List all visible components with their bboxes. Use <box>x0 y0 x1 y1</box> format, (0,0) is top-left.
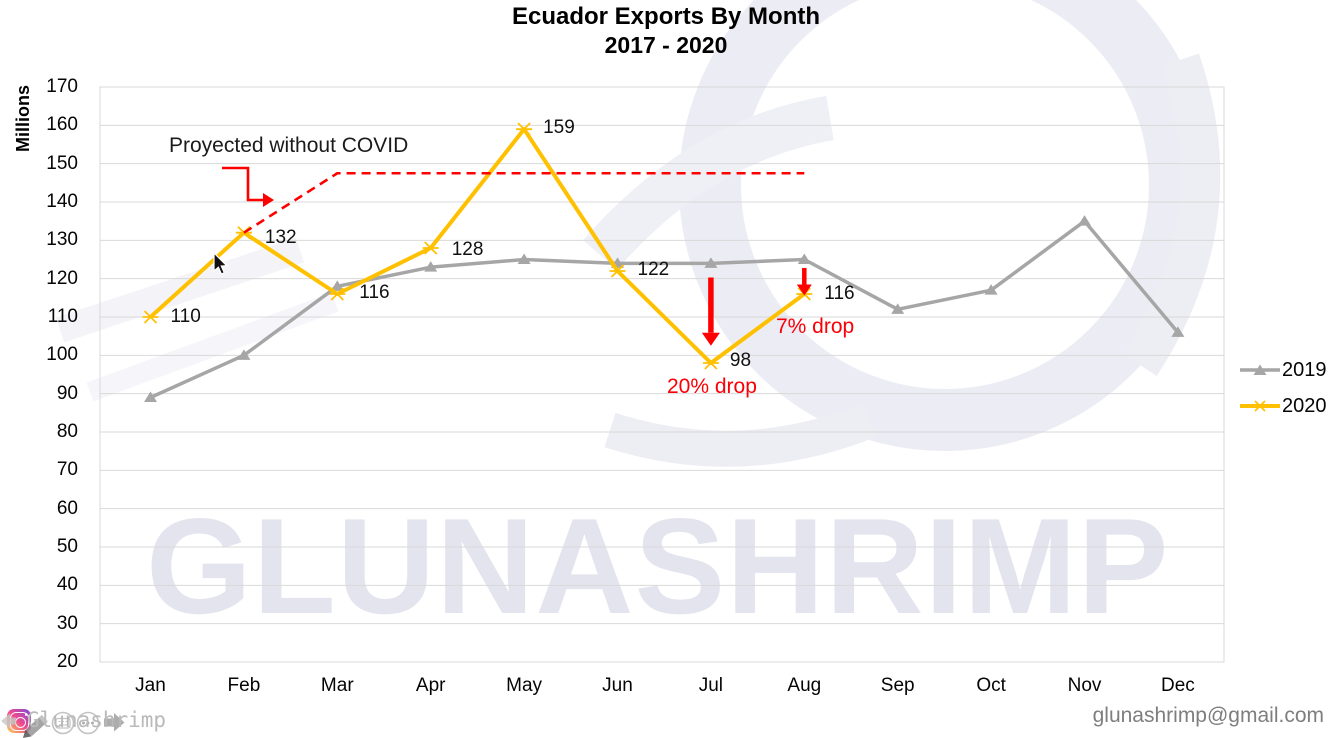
chart-title-line2: 2017 - 2020 <box>604 32 728 58</box>
series-line-2019 <box>149 219 1180 400</box>
mouse-cursor <box>213 252 229 275</box>
marker-triangle <box>1171 326 1185 337</box>
legend-label-2019: 2019 <box>1282 358 1327 381</box>
legend-item-2020: 2020 <box>1240 394 1327 418</box>
chart-title: Ecuador Exports By Month 2017 - 2020 <box>0 2 1332 59</box>
series-line-2020 <box>149 127 806 365</box>
legend-label-2020: 2020 <box>1282 394 1327 417</box>
watermark-text: GLUNASHRIMP <box>146 490 1170 642</box>
contact-email-text: glunashrimp@gmail.com <box>1092 704 1324 727</box>
marker-triangle <box>144 391 157 402</box>
series-line-Projected without COVID <box>243 171 805 234</box>
marker-triangle <box>237 349 251 360</box>
instagram-icon-dot <box>24 713 27 716</box>
projection-annotation-label: Proyected without COVID <box>169 134 409 157</box>
y-axis-title: Millions <box>13 85 33 152</box>
legend: 2019 2020 <box>1240 358 1327 430</box>
previous-slide-button[interactable] <box>1 713 16 729</box>
marker-x <box>516 122 533 136</box>
marker-triangle <box>424 261 438 272</box>
elbow-arrow-line <box>222 166 263 202</box>
marker-triangle <box>1078 215 1091 226</box>
brand-name-text: Glunashrimp <box>27 708 167 732</box>
marker-x <box>329 287 346 301</box>
marker-triangle <box>704 257 718 268</box>
drop-arrow-head <box>701 332 720 346</box>
marker-triangle <box>891 303 905 314</box>
next-slide-button[interactable] <box>104 713 125 732</box>
more-options-button[interactable] <box>76 711 100 735</box>
marker-x <box>609 264 626 278</box>
keyboard-button[interactable] <box>51 711 75 735</box>
plot-border <box>99 86 1225 663</box>
presenter-toolbar <box>1 711 125 738</box>
marker-x <box>702 356 719 370</box>
legend-marker-2019-icon <box>1240 364 1280 375</box>
marker-triangle <box>797 253 811 264</box>
chart-title-line1: Ecuador Exports By Month <box>511 3 821 30</box>
marker-triangle <box>517 253 531 264</box>
marker-triangle <box>984 284 998 295</box>
july-drop-annotation: 20% drop <box>667 375 757 398</box>
drop-arrow-head <box>796 284 812 296</box>
august-drop-annotation: 7% drop <box>776 315 855 338</box>
marker-x <box>142 310 159 324</box>
elbow-arrow-head <box>263 193 274 207</box>
pen-tool-button[interactable] <box>20 714 48 738</box>
legend-item-2019: 2019 <box>1240 358 1327 382</box>
marker-triangle <box>330 280 344 291</box>
legend-marker-2020-icon <box>1240 400 1280 412</box>
marker-x <box>422 241 439 255</box>
